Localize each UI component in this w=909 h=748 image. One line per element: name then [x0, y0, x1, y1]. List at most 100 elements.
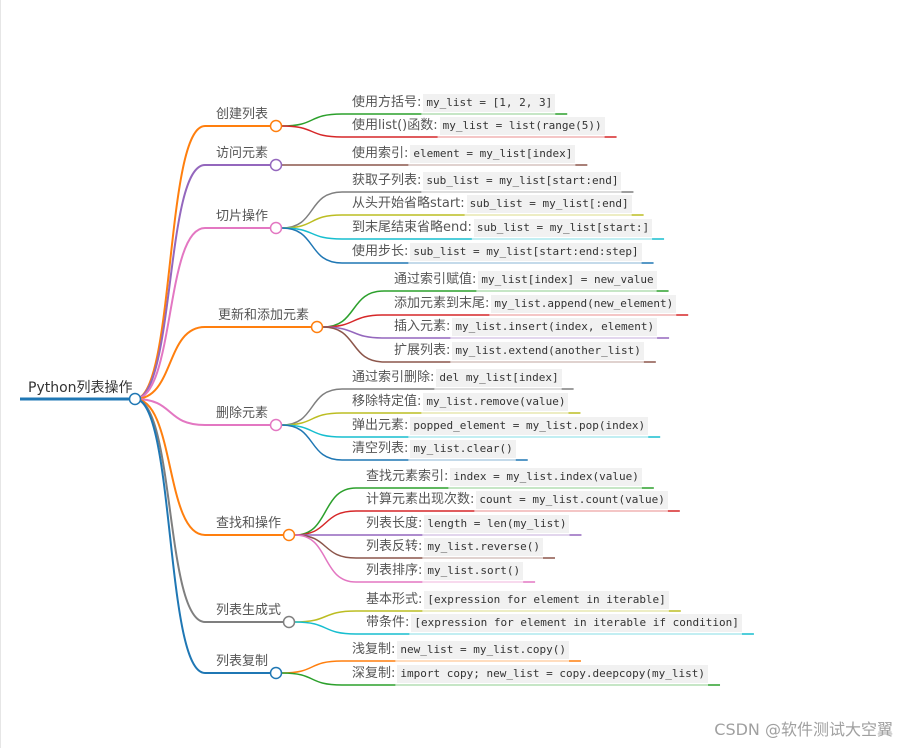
branch-label[interactable]: 删除元素: [215, 406, 268, 421]
leaf-node[interactable]: 获取子列表: sub_list = my_list[start:end]: [352, 172, 622, 190]
root-node-circle: [128, 392, 142, 406]
code-snippet: my_list.insert(index, element): [452, 318, 658, 336]
leaf-label: 基本形式:: [366, 592, 423, 607]
leaf-node[interactable]: 使用索引: element = my_list[index]: [352, 145, 576, 163]
leaf-connector: [281, 113, 422, 127]
leaf-label: 从头开始省略start:: [352, 196, 465, 211]
branch-label[interactable]: 访问元素: [215, 146, 268, 161]
leaf-label: 弹出元素:: [352, 418, 409, 433]
leaf-connector: [294, 510, 475, 536]
code-snippet: index = my_list.index(value): [450, 468, 642, 486]
leaf-node[interactable]: 带条件: [expression for element in iterable …: [366, 614, 742, 632]
canvas-edge: [0, 0, 1, 748]
leaf-label: 查找元素索引:: [366, 469, 449, 484]
leaf-label: 列表反转:: [366, 539, 423, 554]
leaf-label: 插入元素:: [394, 319, 451, 334]
branch-connector: [134, 227, 270, 400]
leaf-connector: [322, 314, 490, 328]
leaf-connector: [281, 227, 472, 240]
leaf-connector: [281, 214, 465, 229]
leaf-label: 使用list()函数:: [352, 118, 438, 133]
leaf-node[interactable]: 到末尾结束省略end: sub_list = my_list[start:]: [352, 219, 653, 237]
branch-connector: [134, 164, 270, 400]
leaf-node[interactable]: 通过索引删除: del my_list[index]: [352, 369, 562, 387]
leaf-connector: [281, 125, 438, 138]
leaf-connector: [294, 487, 449, 536]
leaf-node[interactable]: 深复制: import copy; new_list = copy.deepcop…: [352, 665, 709, 683]
leaf-connector: [281, 672, 396, 686]
leaf-label: 获取子列表:: [352, 173, 422, 188]
branch-label[interactable]: 创建列表: [215, 107, 268, 122]
branch-connector: [134, 398, 283, 623]
leaf-node[interactable]: 列表反转: my_list.reverse(): [366, 538, 543, 556]
leaf-connector: [294, 610, 423, 623]
branch-connector: [134, 326, 311, 400]
leaf-connector: [281, 424, 409, 438]
leaf-connector: [322, 290, 477, 328]
leaf-node[interactable]: 列表长度: length = len(my_list): [366, 515, 570, 533]
code-snippet: sub_list = my_list[:end]: [466, 195, 632, 213]
branch-node-circle: [282, 528, 296, 542]
branch-node-circle: [269, 666, 283, 680]
branch-label[interactable]: 查找和操作: [215, 516, 281, 531]
leaf-connector: [281, 424, 409, 461]
leaf-node[interactable]: 浅复制: new_list = my_list.copy(): [352, 641, 569, 659]
leaf-label: 扩展列表:: [394, 343, 451, 358]
leaf-node[interactable]: 添加元素到末尾: my_list.append(new_element): [394, 295, 677, 313]
branch-label[interactable]: 更新和添加元素: [217, 308, 309, 323]
leaf-node[interactable]: 扩展列表: my_list.extend(another_list): [394, 342, 644, 360]
leaf-node[interactable]: 插入元素: my_list.insert(index, element): [394, 318, 658, 336]
leaf-node[interactable]: 基本形式: [expression for element in iterable…: [366, 591, 669, 609]
leaf-connector: [294, 621, 410, 635]
leaf-connector: [322, 326, 451, 339]
leaf-node[interactable]: 使用list()函数: my_list = list(range(5)): [352, 117, 605, 135]
leaf-label: 使用步长:: [352, 244, 409, 259]
leaf-label: 移除特定值:: [352, 394, 422, 409]
leaf-node[interactable]: 移除特定值: my_list.remove(value): [352, 393, 569, 411]
leaf-node[interactable]: 列表排序: my_list.sort(): [366, 562, 524, 580]
leaf-node[interactable]: 通过索引赋值: my_list[index] = new_value: [394, 271, 657, 289]
branch-label[interactable]: 列表生成式: [215, 603, 281, 618]
root-node-label[interactable]: Python列表操作: [28, 380, 133, 396]
leaf-node[interactable]: 计算元素出现次数: count = my_list.count(value): [366, 491, 668, 509]
code-snippet: my_list.append(new_element): [491, 295, 677, 313]
leaf-label: 使用索引:: [352, 146, 409, 161]
code-snippet: my_list = [1, 2, 3]: [423, 94, 556, 112]
code-snippet: [expression for element in iterable]: [424, 591, 669, 609]
code-snippet: import copy; new_list = copy.deepcopy(my…: [397, 665, 709, 683]
leaf-connector: [281, 388, 435, 426]
watermark: CSDN @软件测试大空翼: [714, 720, 893, 739]
branch-node-circle: [282, 615, 296, 629]
code-snippet: my_list.reverse(): [424, 538, 543, 556]
code-snippet: sub_list = my_list[start:end]: [423, 172, 622, 190]
leaf-label: 到末尾结束省略end:: [352, 220, 472, 235]
leaf-label: 添加元素到末尾:: [394, 296, 490, 311]
leaf-connector: [281, 412, 422, 426]
leaf-node[interactable]: 使用步长: sub_list = my_list[start:end:step]: [352, 243, 642, 261]
leaf-label: 清空列表:: [352, 441, 409, 456]
leaf-connector: [294, 534, 423, 559]
code-snippet: my_list.sort(): [424, 562, 524, 580]
leaf-label: 带条件:: [366, 615, 410, 630]
leaf-connector: [294, 534, 423, 583]
branch-label[interactable]: 切片操作: [215, 209, 268, 224]
leaf-node[interactable]: 清空列表: my_list.clear(): [352, 440, 516, 458]
leaf-connector: [281, 227, 409, 264]
code-snippet: count = my_list.count(value): [476, 491, 668, 509]
leaf-label: 计算元素出现次数:: [366, 492, 475, 507]
leaf-label: 浅复制:: [352, 642, 396, 657]
leaf-label: 列表长度:: [366, 516, 423, 531]
branch-node-circle: [269, 418, 283, 432]
leaf-node[interactable]: 使用方括号: my_list = [1, 2, 3]: [352, 94, 556, 112]
leaf-label: 通过索引赋值:: [394, 272, 477, 287]
branch-label[interactable]: 列表复制: [215, 654, 268, 669]
branch-connector: [134, 398, 270, 674]
leaf-label: 使用方括号:: [352, 95, 422, 110]
leaf-node[interactable]: 弹出元素: popped_element = my_list.pop(index): [352, 417, 649, 435]
code-snippet: del my_list[index]: [436, 369, 562, 387]
code-snippet: new_list = my_list.copy(): [397, 641, 569, 659]
leaf-node[interactable]: 查找元素索引: index = my_list.index(value): [366, 468, 642, 486]
leaf-node[interactable]: 从头开始省略start: sub_list = my_list[:end]: [352, 195, 632, 213]
code-snippet: sub_list = my_list[start:]: [473, 219, 653, 237]
